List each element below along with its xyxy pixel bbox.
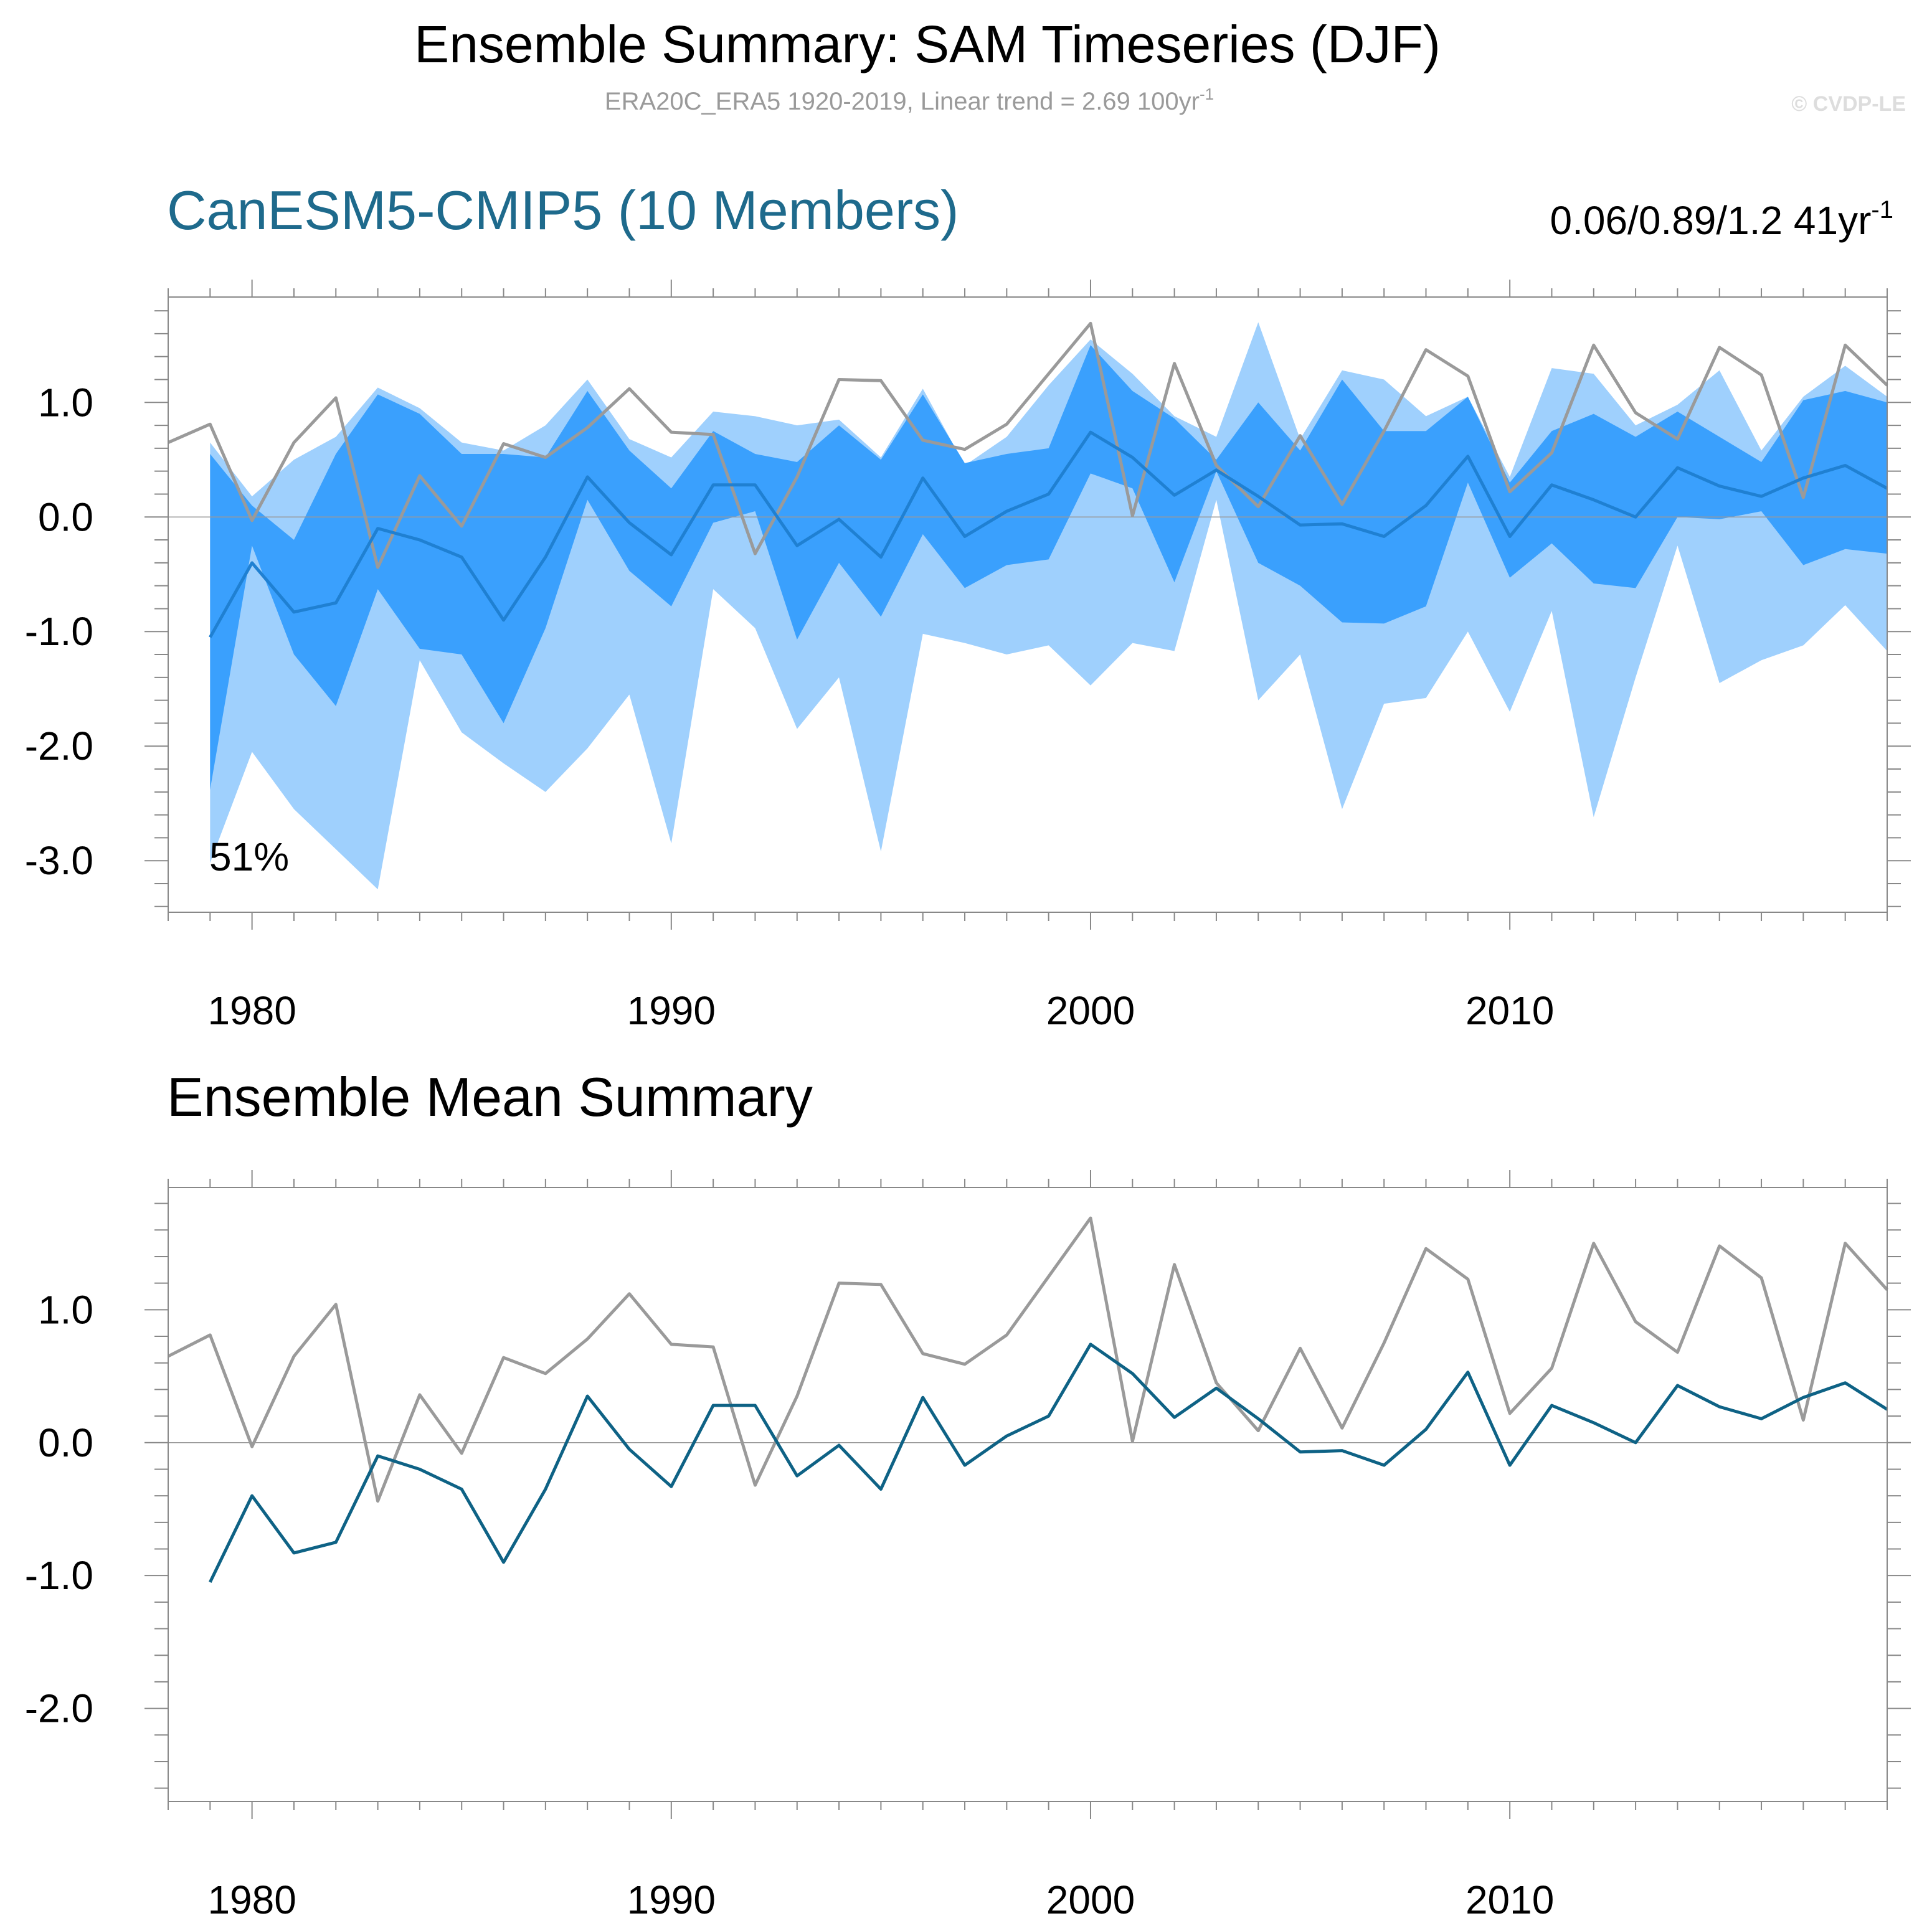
ensemble-mean-line <box>209 430 1888 638</box>
panel-ensemble-spread: CanESM5-CMIP5 (10 Members) 0.06/0.89/1.2 … <box>25 179 1911 1033</box>
plot-frame <box>168 1187 1888 1802</box>
observations-line <box>167 321 1888 569</box>
main-title: Ensemble Summary: SAM Timeseries (DJF) <box>414 15 1441 73</box>
x-tick-label: 1990 <box>627 988 716 1033</box>
y-tick-label: -1.0 <box>25 609 93 654</box>
panel-ensemble-mean-summary: Ensemble Mean Summary 1980 1990 2000 2010 1.0… <box>25 1066 1911 1922</box>
x-tick-label: 1990 <box>627 1877 716 1922</box>
y-tick-label: 0.0 <box>38 1420 93 1465</box>
subtitle-text: ERA20C_ERA5 1920-2019, Linear trend = 2.… <box>605 88 1200 115</box>
x-tick-label: 1980 <box>207 1877 296 1922</box>
y-tick-label: 1.0 <box>38 380 93 425</box>
x-tick-label: 2000 <box>1046 988 1135 1033</box>
y-tick-label: 0.0 <box>38 494 93 539</box>
x-tick-label: 2000 <box>1046 1877 1135 1922</box>
observations-line <box>167 1216 1888 1503</box>
stats-sup: -1 <box>1871 196 1893 224</box>
panel-title: CanESM5-CMIP5 (10 Members) <box>167 179 959 241</box>
y-tick-label: -1.0 <box>25 1553 93 1598</box>
x-tick-label: 2010 <box>1466 1877 1554 1922</box>
subtitle: ERA20C_ERA5 1920-2019, Linear trend = 2.… <box>605 85 1214 115</box>
y-tick-label: -2.0 <box>25 1686 93 1731</box>
plot-frame <box>168 296 1888 913</box>
y-tick-label: 1.0 <box>38 1287 93 1332</box>
y-tick-label: -2.0 <box>25 724 93 768</box>
credit-label: © CVDP-LE <box>1791 92 1906 116</box>
stats-value: 0.06/0.89/1.2 41yr <box>1550 198 1871 243</box>
panel-stats: 0.06/0.89/1.2 41yr-1 <box>1550 196 1893 243</box>
y-tick-label: -3.0 <box>25 838 93 883</box>
ensemble-mean-line <box>209 1343 1888 1583</box>
percent-annotation: 51% <box>209 834 289 879</box>
panel-title: Ensemble Mean Summary <box>167 1066 813 1128</box>
x-tick-label: 1980 <box>207 988 296 1033</box>
subtitle-sup: -1 <box>1200 85 1214 103</box>
x-tick-label: 2010 <box>1466 988 1554 1033</box>
